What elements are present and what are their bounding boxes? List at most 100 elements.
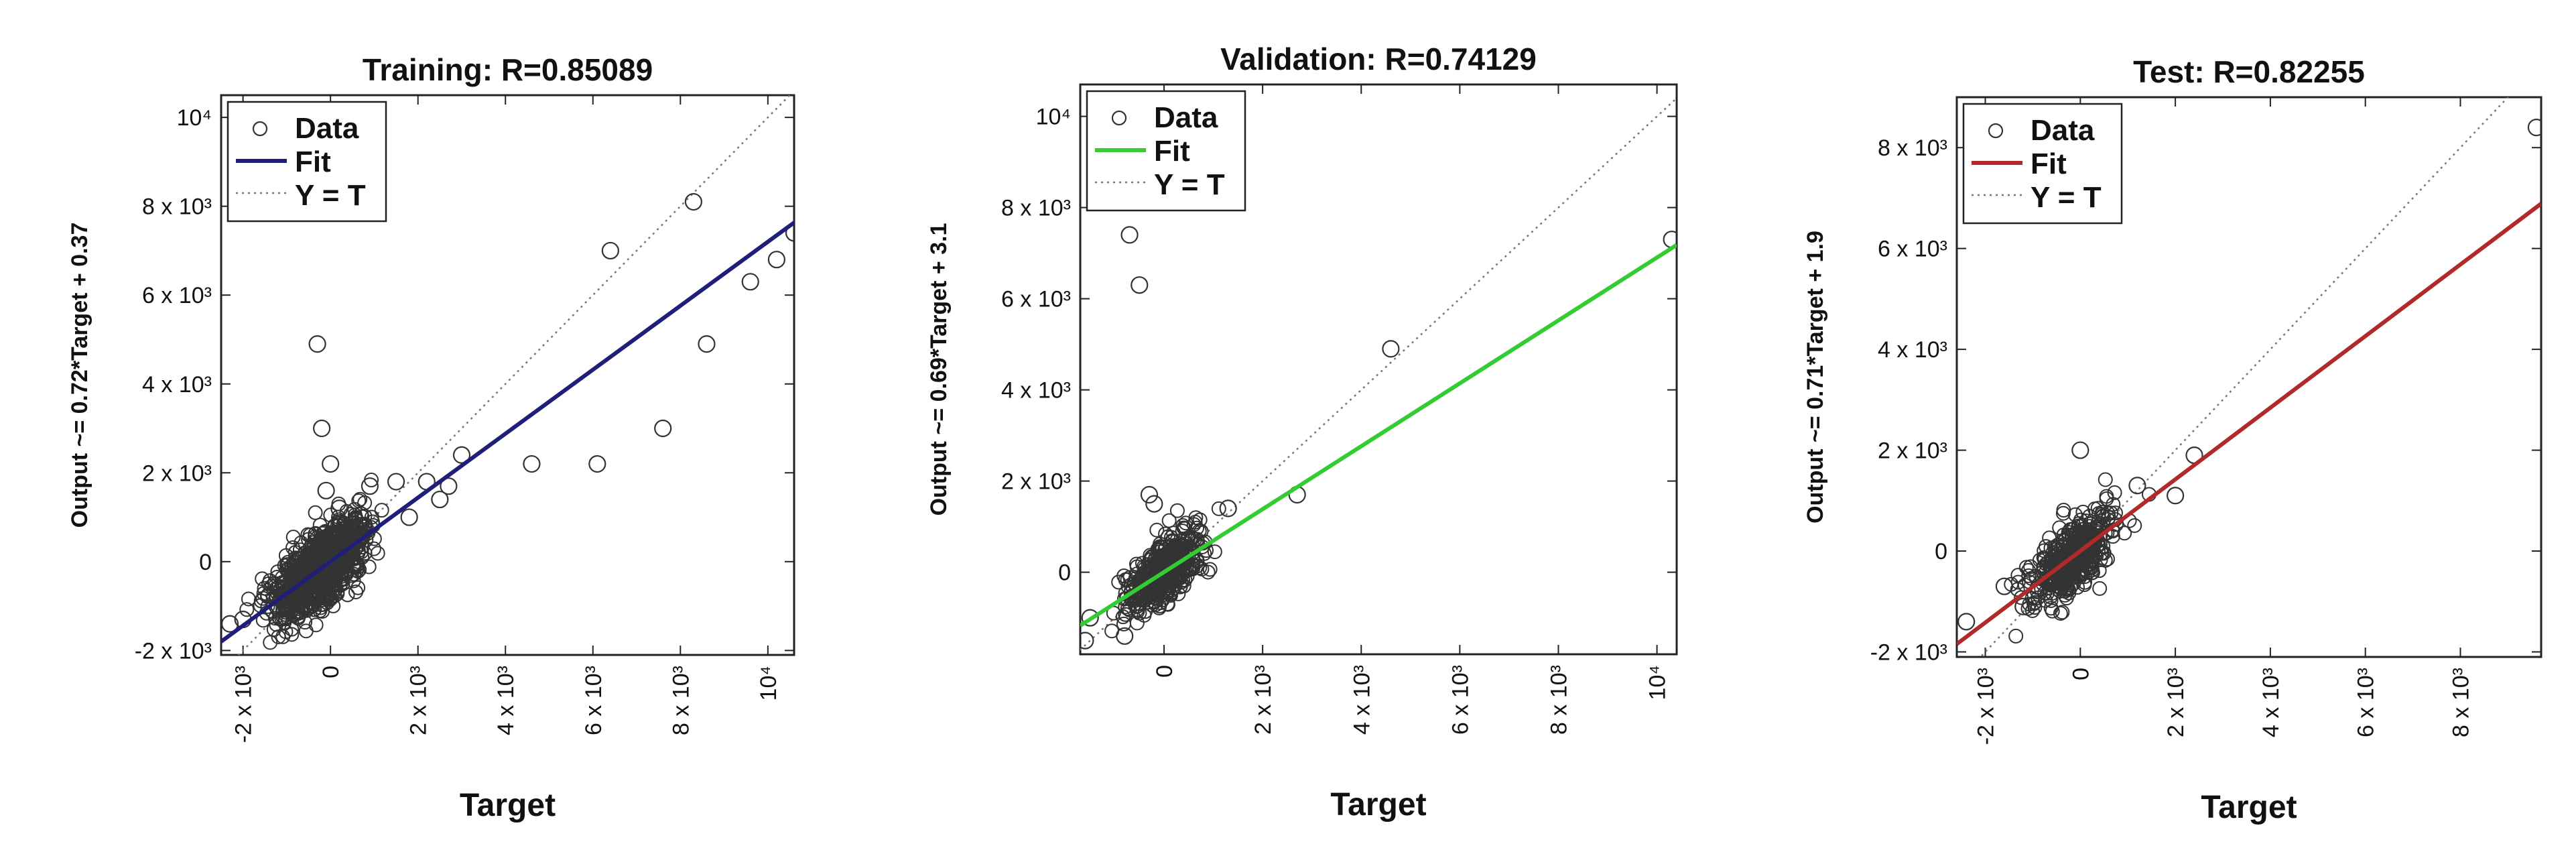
legend-marker-data [252, 121, 268, 137]
data-point [298, 554, 314, 569]
data-point [1161, 551, 1177, 566]
data-point [256, 586, 271, 601]
y-tick-label: 8 x 10³ [1878, 135, 1947, 161]
y-tick-label: 6 x 10³ [1001, 287, 1071, 312]
data-point [1188, 510, 1204, 526]
data-point [322, 455, 340, 473]
data-point [2014, 597, 2033, 615]
data-point [2108, 517, 2124, 532]
x-tick-label: 8 x 10³ [2448, 668, 2473, 737]
data-point [1995, 577, 2013, 595]
legend-label: Y = T [2031, 181, 2102, 214]
x-tick-label: 2 x 10³ [1250, 665, 1276, 735]
data-point [275, 574, 290, 590]
data-point [588, 455, 606, 473]
data-point [364, 509, 379, 525]
data-point [328, 571, 343, 587]
data-point [1179, 568, 1195, 584]
y-tick-label: 0 [199, 550, 212, 575]
data-point [308, 505, 323, 520]
data-point [1118, 607, 1133, 622]
data-point [302, 556, 317, 572]
data-point [2128, 477, 2146, 495]
data-point [352, 491, 368, 507]
x-tick-label: 4 x 10³ [2258, 668, 2284, 737]
data-point [1172, 564, 1187, 580]
data-point [698, 335, 716, 353]
data-point [2053, 542, 2069, 558]
y-tick-label: 4 x 10³ [1001, 378, 1071, 404]
data-point [2077, 574, 2093, 590]
data-point [278, 605, 294, 620]
data-point [1144, 597, 1159, 613]
data-point [361, 477, 379, 495]
data-point [1140, 485, 1159, 504]
x-tick-label: 8 x 10³ [668, 666, 694, 735]
data-point [2527, 119, 2541, 137]
data-point [2058, 582, 2073, 597]
data-point [340, 587, 355, 603]
data-point [2049, 562, 2064, 577]
data-point [267, 576, 282, 591]
data-point [2092, 581, 2108, 596]
y-tick-label: 6 x 10³ [142, 283, 212, 308]
data-point [255, 613, 271, 628]
data-point [253, 593, 269, 609]
y-tick-label: 4 x 10³ [1878, 337, 1947, 363]
data-point [318, 576, 334, 591]
data-point [1152, 552, 1167, 567]
fit-line [221, 221, 794, 644]
data-point [327, 518, 342, 534]
data-point [2047, 560, 2063, 576]
data-point [2127, 518, 2142, 534]
data-point [1135, 556, 1150, 571]
data-point [1081, 609, 1099, 627]
legend-label: Fit [1154, 135, 1190, 168]
data-point [2008, 628, 2024, 644]
data-point [308, 335, 326, 353]
data-point [316, 588, 332, 603]
plot-content [1080, 97, 1677, 651]
data-point [1169, 503, 1185, 518]
y-tick-label: 4 x 10³ [142, 372, 212, 398]
data-point [1131, 276, 1149, 294]
data-point [440, 477, 458, 495]
data-point [1116, 627, 1134, 645]
chart-panel-1: Training: R=0.85089 -2 x 10³ 0 2 x 10³ 4 x 1… [67, 52, 795, 823]
data-point [2070, 580, 2085, 595]
data-point [2105, 529, 2120, 544]
data-point [288, 568, 304, 584]
data-point [309, 530, 324, 546]
data-point [387, 473, 405, 491]
data-point [654, 419, 672, 438]
fit-line [1957, 202, 2541, 646]
x-tick-label: 4 x 10³ [1349, 665, 1374, 735]
data-point [400, 508, 418, 526]
data-point [345, 551, 361, 566]
data-point [2083, 533, 2098, 548]
data-point [785, 224, 794, 242]
data-point [2039, 571, 2054, 587]
data-point [306, 564, 321, 580]
data-point [303, 595, 318, 610]
data-point [2074, 542, 2089, 558]
data-point [1133, 579, 1149, 595]
legend-label: Y = T [1154, 168, 1225, 201]
data-point [1118, 572, 1133, 587]
data-point [523, 455, 541, 473]
data-point [1219, 499, 1237, 518]
data-point [1382, 340, 1400, 358]
data-point [2059, 563, 2074, 579]
plot-content [221, 95, 794, 655]
x-tick-label: 6 x 10³ [1447, 665, 1473, 735]
data-point [2053, 606, 2068, 621]
y-tick-label: 6 x 10³ [1878, 237, 1947, 262]
chart-title: Training: R=0.85089 [363, 52, 653, 87]
data-point [2043, 576, 2058, 591]
data-point [317, 481, 335, 499]
data-point [298, 623, 314, 639]
data-point [1120, 226, 1139, 244]
data-point [2045, 603, 2060, 619]
data-point [343, 526, 359, 542]
